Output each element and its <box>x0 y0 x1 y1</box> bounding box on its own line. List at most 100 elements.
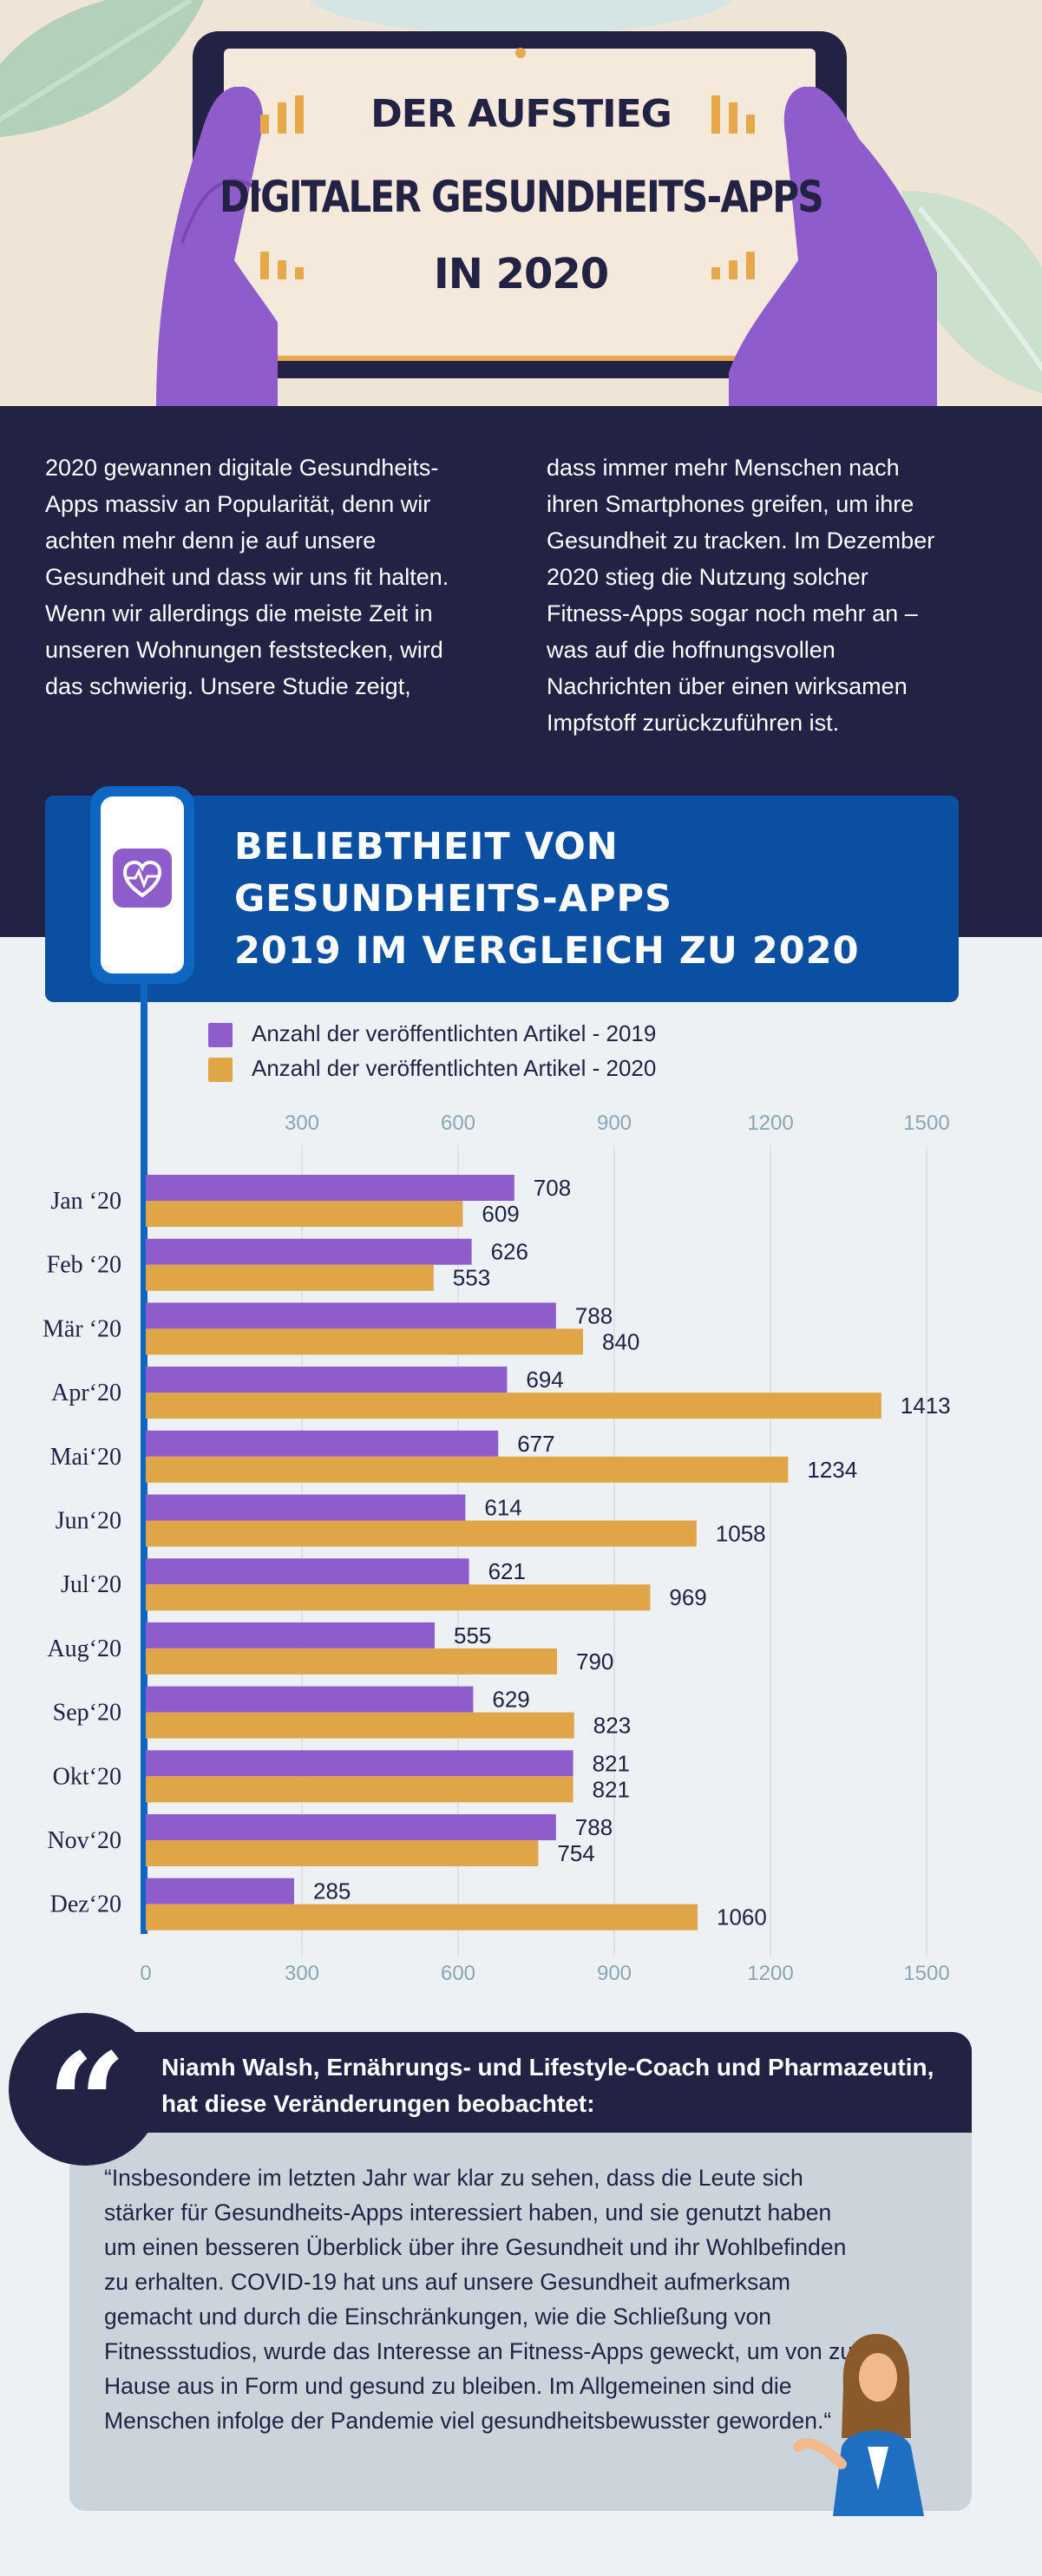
category-label: Dez‘20 <box>50 1891 121 1918</box>
bar-2019 <box>146 1814 556 1840</box>
title-line-3: IN 2020 <box>433 250 609 298</box>
data-label: 790 <box>576 1649 613 1675</box>
category-label: Aug‘20 <box>47 1635 121 1662</box>
bar-2019 <box>146 1238 472 1265</box>
left-hand-illustration <box>156 87 278 406</box>
circle-decoration <box>308 0 733 35</box>
bar-2020 <box>146 1584 651 1611</box>
category-label: Jun‘20 <box>56 1508 121 1535</box>
chart-title-line-3: 2019 IM VERGLEICH ZU 2020 <box>234 929 860 973</box>
x-tick-label-bottom: 1500 <box>903 1962 949 1985</box>
x-tick-label-top: 900 <box>597 1111 632 1135</box>
right-hand-illustration <box>729 87 937 406</box>
category-label: Jul‘20 <box>61 1571 121 1598</box>
category-label: Mai‘20 <box>50 1444 121 1471</box>
x-tick-label-bottom: 1200 <box>747 1962 793 1985</box>
quote-header-bar <box>75 2032 972 2133</box>
category-label: Mär ‘20 <box>43 1315 121 1342</box>
bar-chart: 300 600 900 1200 1500 0 300 600 900 1200 1500 Jan ‘… <box>43 1111 951 1985</box>
bar-2019 <box>146 1686 474 1713</box>
decorative-bars <box>260 95 312 134</box>
legend-swatch <box>208 1058 233 1082</box>
bar-2019 <box>146 1878 294 1904</box>
data-label: 621 <box>488 1558 526 1584</box>
bar-2020 <box>146 1264 434 1291</box>
data-label: 840 <box>602 1328 639 1354</box>
x-tick-label-bottom: 0 <box>140 1962 151 1985</box>
data-label: 1234 <box>807 1457 857 1483</box>
bar-2020 <box>146 1904 698 1930</box>
data-label: 788 <box>575 1814 613 1840</box>
data-label: 821 <box>593 1750 630 1776</box>
x-tick-label-top: 300 <box>285 1111 319 1135</box>
leaf-decoration-left <box>0 0 205 137</box>
data-label: 1413 <box>901 1393 951 1419</box>
bar-2020 <box>146 1840 539 1866</box>
data-label: 1060 <box>717 1904 767 1930</box>
bar-2020 <box>146 1520 697 1547</box>
x-tick-label-bottom: 300 <box>285 1962 319 1985</box>
quote-icon-circle <box>9 2013 161 2166</box>
title-line-1: DER AUFSTIEG <box>370 92 672 136</box>
data-label: 553 <box>453 1265 490 1291</box>
category-label: Nov‘20 <box>47 1827 121 1854</box>
bar-2019 <box>146 1622 435 1649</box>
legend-swatch <box>208 1023 233 1047</box>
legend-label: Anzahl der veröffentlichten Artikel - 20… <box>252 1020 657 1046</box>
heart-pulse-icon <box>113 849 172 908</box>
quote-text: “Insbesondere im letzten Jahr war klar z… <box>104 2165 854 2434</box>
category-label: Feb ‘20 <box>47 1252 121 1279</box>
bar-2019 <box>146 1494 466 1521</box>
chart-title-line-1: BELIEBTHEIT VON <box>234 825 619 868</box>
bar-2020 <box>146 1776 573 1803</box>
bar-2020 <box>146 1456 789 1483</box>
data-label: 677 <box>517 1431 554 1457</box>
category-label: Jan ‘20 <box>50 1188 121 1215</box>
x-tick-label-top: 1200 <box>747 1111 793 1135</box>
person-illustration <box>793 2334 924 2516</box>
intro-text-right: dass immer mehr Menschen nach ihren Smar… <box>547 455 935 736</box>
data-label: 629 <box>492 1687 529 1713</box>
bar-2020 <box>146 1328 583 1355</box>
data-label: 555 <box>454 1622 491 1649</box>
bar-2019 <box>146 1430 499 1457</box>
x-tick-label-bottom: 600 <box>441 1962 475 1985</box>
legend-label: Anzahl der veröffentlichten Artikel - 20… <box>252 1055 657 1081</box>
bar-2019 <box>146 1302 556 1329</box>
data-label: 285 <box>313 1878 351 1904</box>
data-label: 821 <box>593 1776 630 1802</box>
data-label: 626 <box>491 1239 528 1265</box>
bar-2019 <box>146 1558 469 1585</box>
chart-title-banner <box>45 796 959 1002</box>
chart-title-line-2: GESUNDHEITS-APPS <box>234 877 673 921</box>
x-tick-label-bottom: 900 <box>597 1962 632 1985</box>
bar-2020 <box>146 1648 557 1675</box>
quote-icon: “ <box>46 2022 128 2186</box>
chart-title: BELIEBTHEIT VON GESUNDHEITS-APPS 2019 IM… <box>234 821 860 977</box>
bar-2020 <box>146 1393 881 1419</box>
category-label: Okt‘20 <box>53 1763 121 1790</box>
camera-dot <box>515 48 526 58</box>
bar-2019 <box>146 1750 573 1777</box>
bar-2019 <box>146 1175 514 1201</box>
bar-2020 <box>146 1712 574 1739</box>
data-label: 1058 <box>716 1521 766 1547</box>
intro-text-left: 2020 gewannen digitale Gesundheits-Apps … <box>45 455 449 699</box>
data-label: 823 <box>593 1713 631 1739</box>
screen-accent-line <box>252 356 790 361</box>
bar-2020 <box>146 1201 463 1227</box>
decorative-bars <box>711 95 763 134</box>
quote-attribution: Niamh Walsh, Ernährungs- und Lifestyle-C… <box>161 2054 934 2117</box>
title-line-2: DIGITALER GESUNDHEITS-APPS <box>220 172 824 222</box>
data-label: 788 <box>575 1302 613 1328</box>
data-label: 609 <box>482 1201 519 1227</box>
header-illustration: DER AUFSTIEG DIGITALER GESUNDHEITS-APPS … <box>0 0 1042 406</box>
data-label: 708 <box>534 1175 571 1201</box>
data-label: 614 <box>484 1495 521 1521</box>
data-label: 969 <box>669 1584 706 1610</box>
x-tick-label-top: 600 <box>441 1111 475 1135</box>
data-label: 694 <box>526 1367 563 1393</box>
bar-2019 <box>146 1367 508 1393</box>
decorative-bars <box>260 252 312 290</box>
